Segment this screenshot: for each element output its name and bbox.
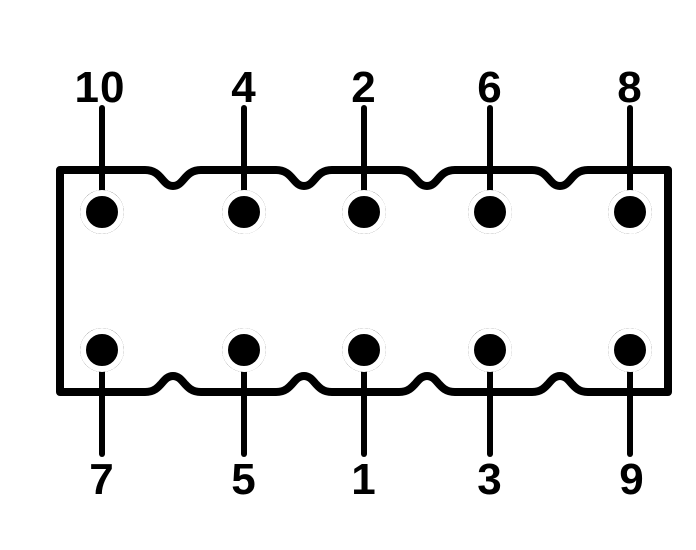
bolt (222, 328, 266, 372)
bolt (468, 190, 512, 234)
bolt (468, 328, 512, 372)
bolt (342, 190, 386, 234)
bolt (80, 328, 124, 372)
bolt (342, 328, 386, 372)
bolt (80, 190, 124, 234)
bolt-label-bottom-1: 5 (231, 455, 256, 505)
bolt-label-bottom-3: 3 (477, 455, 502, 505)
bolt-label-top-4: 8 (617, 63, 642, 113)
bolt-label-bottom-0: 7 (89, 455, 114, 505)
bolt (222, 190, 266, 234)
bolt (608, 190, 652, 234)
bolt-label-bottom-2: 1 (351, 455, 376, 505)
bolt-label-top-2: 2 (351, 63, 376, 113)
bolt-label-top-0: 10 (75, 63, 126, 113)
bolt-label-top-3: 6 (477, 63, 502, 113)
bolt-label-bottom-4: 9 (619, 455, 644, 505)
bolt-label-top-1: 4 (231, 63, 256, 113)
torque-sequence-diagram: 10 4 2 6 8 7 5 1 3 9 (0, 0, 696, 550)
bolt (608, 328, 652, 372)
